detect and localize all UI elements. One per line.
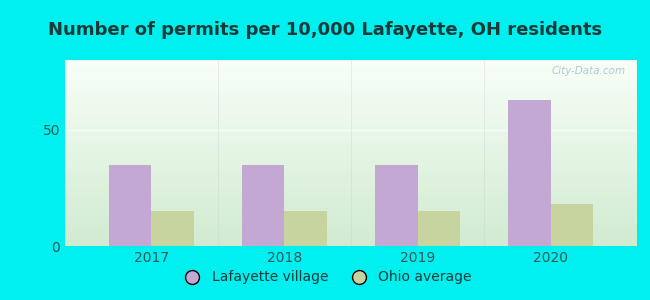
Bar xyxy=(151,211,194,246)
Bar xyxy=(417,211,460,246)
Text: City-Data.com: City-Data.com xyxy=(551,66,625,76)
Bar xyxy=(109,165,151,246)
Bar xyxy=(508,100,551,246)
Bar xyxy=(242,165,285,246)
Bar xyxy=(375,165,417,246)
Bar xyxy=(285,211,327,246)
Legend: Lafayette village, Ohio average: Lafayette village, Ohio average xyxy=(173,265,477,290)
Bar xyxy=(551,204,593,246)
Text: Number of permits per 10,000 Lafayette, OH residents: Number of permits per 10,000 Lafayette, … xyxy=(48,21,602,39)
